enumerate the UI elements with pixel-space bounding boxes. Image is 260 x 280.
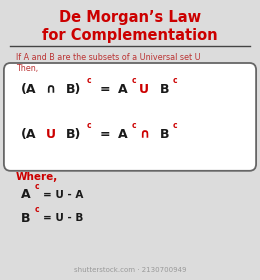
- Text: B: B: [160, 83, 170, 96]
- Text: shutterstock.com · 2130700949: shutterstock.com · 2130700949: [74, 267, 186, 273]
- Text: c: c: [87, 121, 92, 130]
- Text: (A: (A: [21, 83, 36, 96]
- Text: c: c: [131, 121, 136, 130]
- Text: B): B): [66, 128, 82, 141]
- FancyBboxPatch shape: [4, 63, 256, 171]
- Text: B: B: [21, 212, 30, 225]
- Text: c: c: [172, 76, 177, 85]
- Text: A: A: [118, 128, 128, 141]
- Text: B: B: [160, 128, 170, 141]
- Text: ∩: ∩: [139, 128, 149, 141]
- Text: B): B): [66, 83, 82, 96]
- Text: c: c: [35, 206, 40, 214]
- Text: (A: (A: [21, 128, 36, 141]
- Text: If A and B are the subsets of a Universal set U: If A and B are the subsets of a Universa…: [16, 53, 200, 62]
- Text: De Morgan’s Law: De Morgan’s Law: [59, 10, 201, 25]
- Text: c: c: [87, 76, 92, 85]
- Text: A: A: [21, 188, 30, 201]
- Text: c: c: [172, 121, 177, 130]
- Text: U: U: [139, 83, 149, 96]
- Text: =: =: [100, 128, 111, 141]
- Text: c: c: [35, 182, 40, 191]
- Text: Where,: Where,: [16, 172, 58, 182]
- Text: = U - B: = U - B: [43, 213, 83, 223]
- Text: A: A: [118, 83, 128, 96]
- Text: for Complementation: for Complementation: [42, 28, 218, 43]
- Text: Then,: Then,: [16, 64, 38, 73]
- Text: ∩: ∩: [46, 83, 56, 96]
- Text: U: U: [46, 128, 55, 141]
- Text: c: c: [131, 76, 136, 85]
- Text: = U - A: = U - A: [43, 190, 83, 200]
- Text: =: =: [100, 83, 111, 96]
